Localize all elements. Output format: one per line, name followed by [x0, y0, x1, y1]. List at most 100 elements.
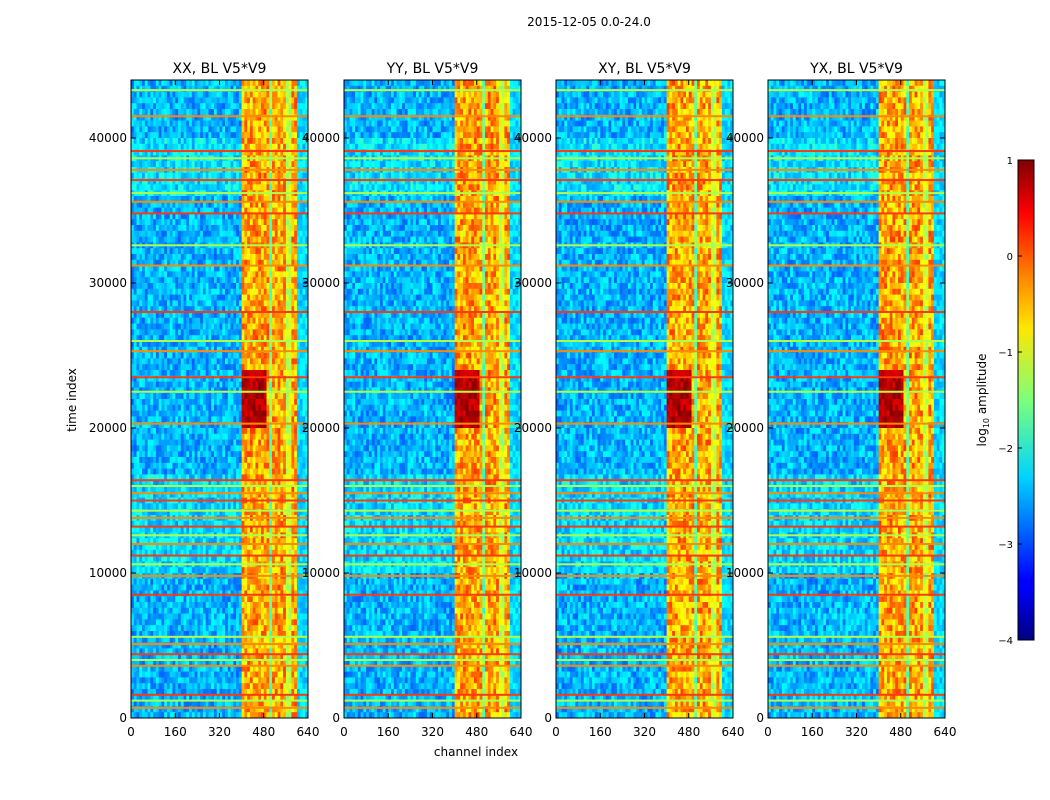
heatmap-cell [189, 289, 192, 295]
heatmap-cell [250, 225, 253, 231]
heatmap-cell [195, 109, 198, 115]
heatmap-cell [233, 103, 236, 109]
heatmap-cell [244, 103, 247, 109]
heatmap-cell [291, 184, 294, 190]
heatmap-cell [225, 353, 228, 359]
heatmap-cell [181, 364, 184, 370]
heatmap-cell [217, 144, 220, 150]
heatmap-cell [228, 289, 231, 295]
heatmap-cell [247, 80, 250, 86]
heatmap-cell [275, 428, 278, 434]
heatmap-cell [236, 411, 239, 417]
heatmap-cell [206, 405, 209, 411]
heatmap-cell [189, 138, 192, 144]
heatmap-cell [278, 445, 281, 451]
heatmap-cell [164, 103, 167, 109]
heatmap-cell [164, 405, 167, 411]
heatmap-cell [197, 92, 200, 98]
heatmap-cell [164, 503, 167, 509]
heatmap-cell [134, 277, 137, 283]
heatmap-cell [167, 382, 170, 388]
heatmap-cell [283, 121, 286, 127]
heatmap-cell [231, 225, 234, 231]
heatmap-cell [195, 463, 198, 469]
heatmap-cell [233, 411, 236, 417]
heatmap-cell [164, 161, 167, 167]
heatmap-cell [150, 231, 153, 237]
heatmap-cell [283, 231, 286, 237]
heatmap-cell [228, 451, 231, 457]
heatmap-cell [261, 405, 264, 411]
heatmap-cell [137, 184, 140, 190]
heatmap-cell [186, 469, 189, 475]
heatmap-cell [206, 300, 209, 306]
heatmap-cell [206, 463, 209, 469]
heatmap-cell [148, 121, 151, 127]
heatmap-cell [294, 97, 297, 103]
heatmap-cell [195, 503, 198, 509]
heatmap-cell [148, 428, 151, 434]
heatmap-cell [258, 126, 261, 132]
heatmap-cell [231, 463, 234, 469]
heatmap-cell [186, 382, 189, 388]
heatmap-cell [300, 382, 303, 388]
heatmap-cell [250, 318, 253, 324]
heatmap-cell [275, 416, 278, 422]
heatmap-cell [300, 225, 303, 231]
heatmap-cell [217, 231, 220, 237]
heatmap-cell [200, 103, 203, 109]
heatmap-cell [250, 445, 253, 451]
heatmap-cell [145, 358, 148, 364]
heatmap-cell [181, 428, 184, 434]
heatmap-cell [286, 225, 289, 231]
heatmap-cell [280, 109, 283, 115]
heatmap-cell [289, 97, 292, 103]
heatmap-cell [153, 405, 156, 411]
heatmap-cell [228, 248, 231, 254]
heatmap-cell [206, 469, 209, 475]
heatmap-cell [195, 97, 198, 103]
heatmap-cell [145, 411, 148, 417]
heatmap-cell [220, 324, 223, 330]
heatmap-cell [233, 80, 236, 86]
heatmap-cell [231, 121, 234, 127]
heatmap-cell [153, 393, 156, 399]
heatmap-cell [175, 411, 178, 417]
heatmap-cell [236, 97, 239, 103]
heatmap-cell [175, 283, 178, 289]
heatmap-cell [231, 277, 234, 283]
heatmap-cell [189, 300, 192, 306]
heatmap-cell [302, 161, 305, 167]
heatmap-cell [139, 416, 142, 422]
heatmap-cell [172, 503, 175, 509]
heatmap-cell [297, 132, 300, 138]
heatmap-cell [189, 144, 192, 150]
heatmap-cell [261, 173, 264, 179]
heatmap-cell [211, 184, 214, 190]
heatmap-cell [200, 237, 203, 243]
heatmap-cell [186, 364, 189, 370]
heatmap-cell [269, 121, 272, 127]
heatmap-cell [291, 416, 294, 422]
heatmap-cell [178, 411, 181, 417]
heatmap-cell [242, 382, 245, 388]
heatmap-cell [164, 92, 167, 98]
heatmap-cell [222, 416, 225, 422]
heatmap-cell [289, 295, 292, 301]
heatmap-cell [244, 254, 247, 260]
heatmap-cell [161, 138, 164, 144]
heatmap-cell [145, 405, 148, 411]
heatmap-cell [225, 370, 228, 376]
heatmap-cell [289, 300, 292, 306]
heatmap-cell [161, 295, 164, 301]
heatmap-cell [220, 289, 223, 295]
heatmap-cell [220, 393, 223, 399]
heatmap-cell [153, 173, 156, 179]
heatmap-cell [206, 445, 209, 451]
heatmap-cell [203, 289, 206, 295]
heatmap-cell [172, 324, 175, 330]
heatmap-cell [267, 132, 270, 138]
heatmap-cell [239, 144, 242, 150]
heatmap-cell [236, 329, 239, 335]
heatmap-cell [184, 132, 187, 138]
